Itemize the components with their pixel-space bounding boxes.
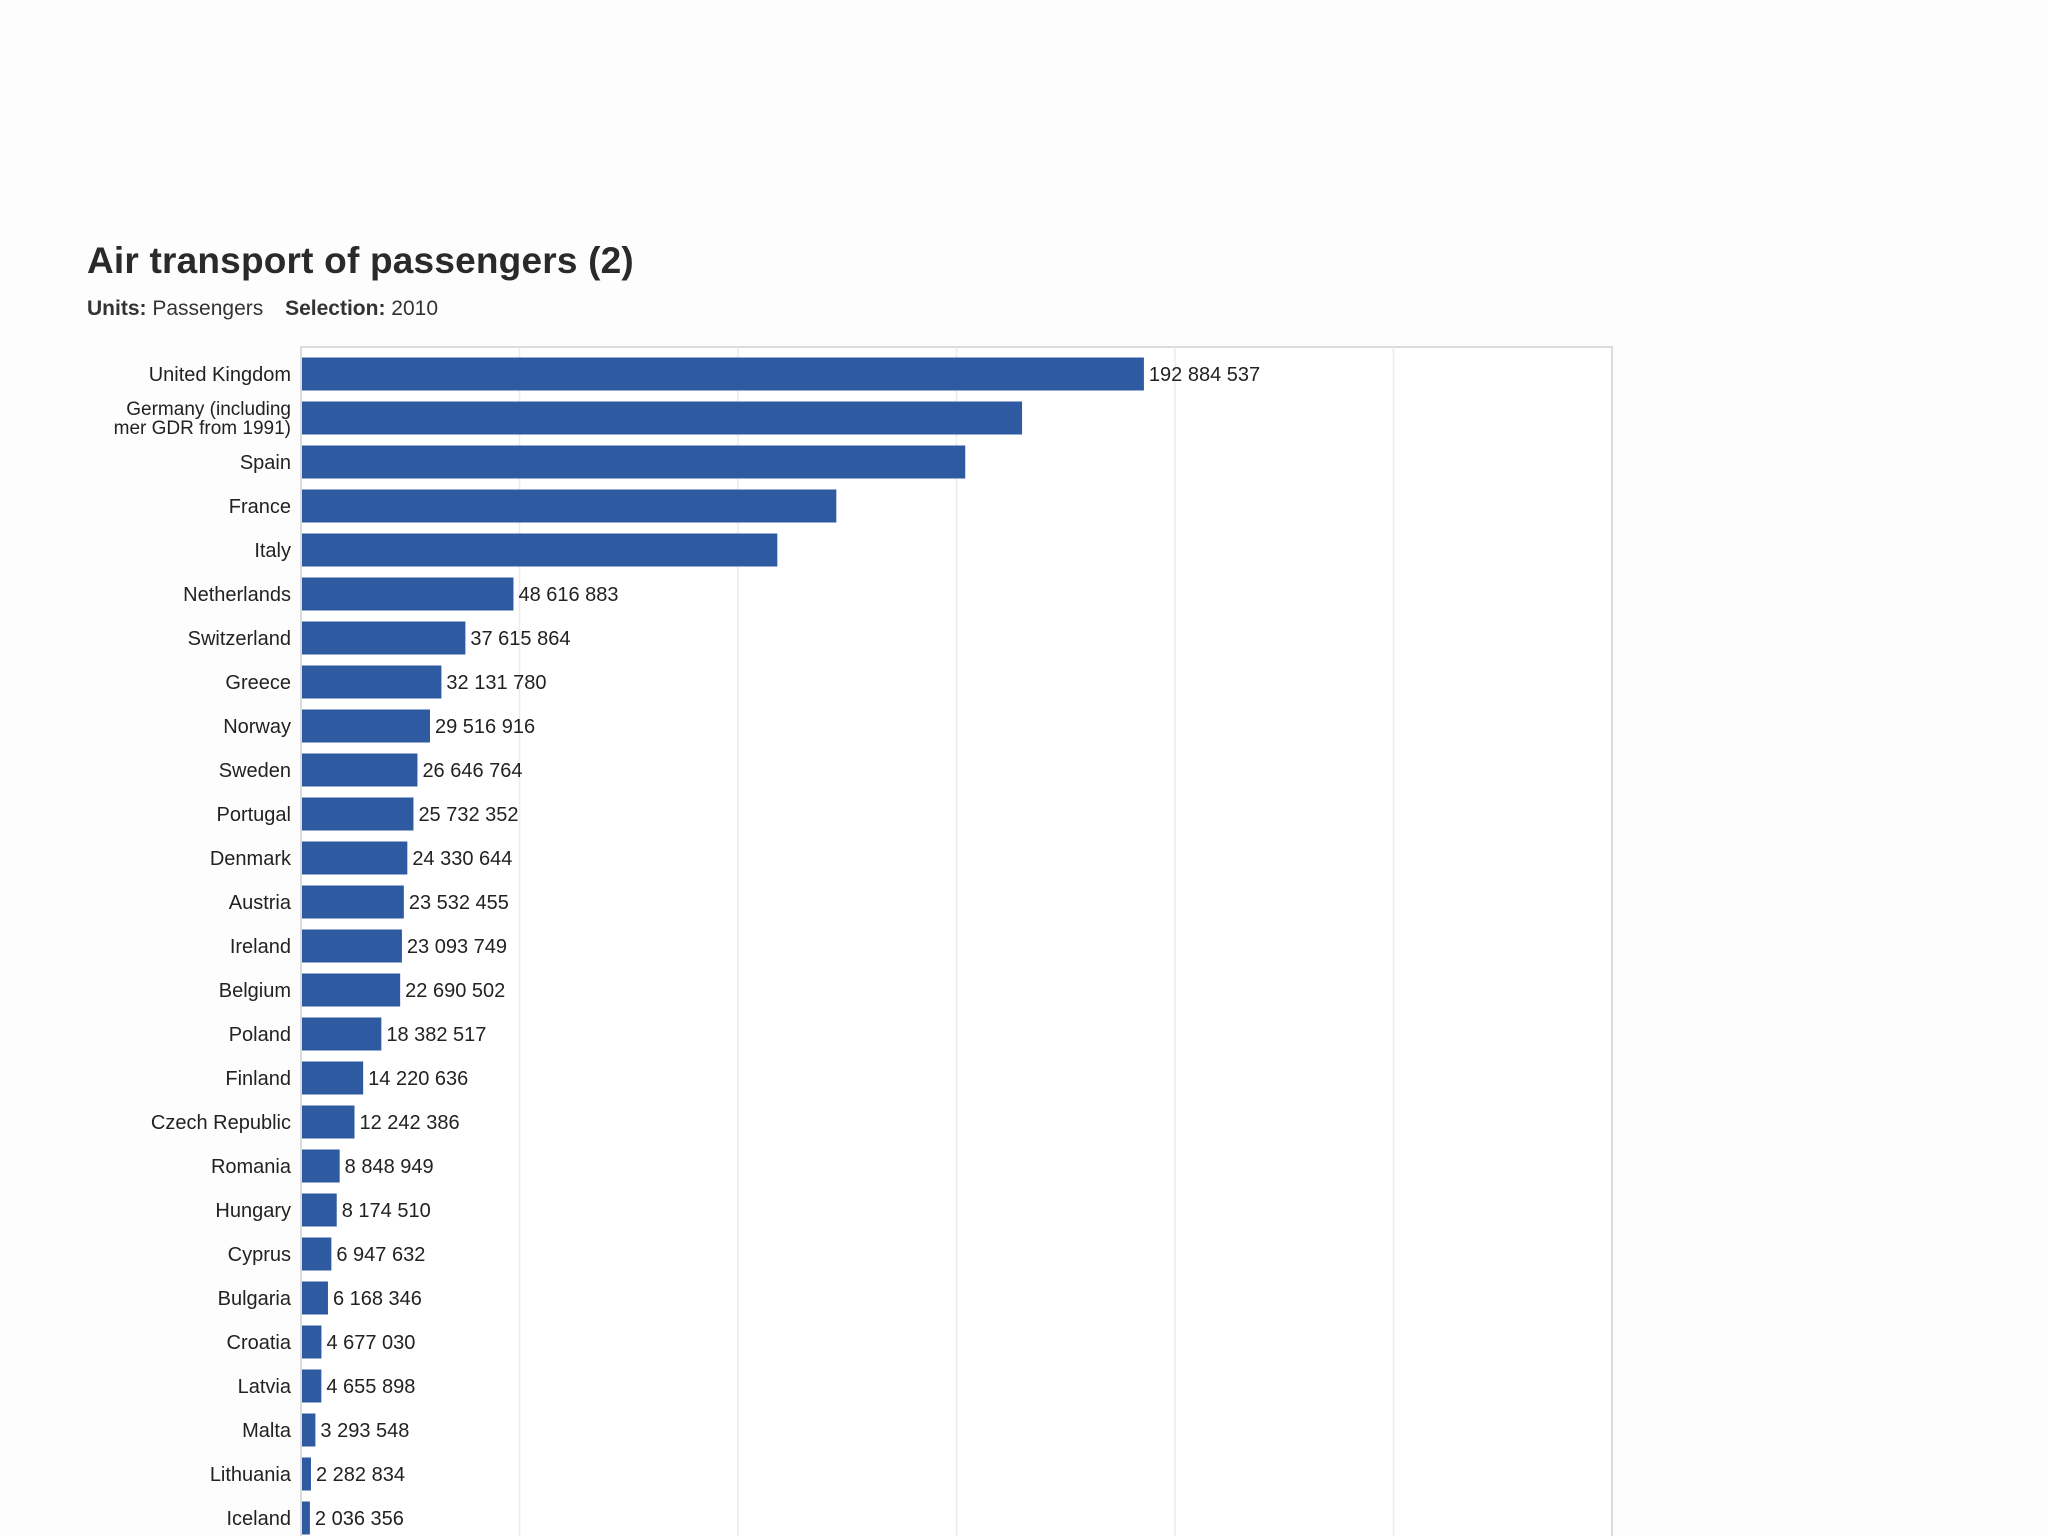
category-label: France xyxy=(229,496,291,518)
bar[interactable] xyxy=(302,489,837,523)
category-label: Cyprus xyxy=(228,1244,291,1266)
category-label: Sweden xyxy=(219,760,291,782)
value-label: 22 690 502 xyxy=(405,980,505,1002)
selection-value: 2010 xyxy=(391,297,439,320)
chart-subtitle: Units: Passengers Selection: 2010 xyxy=(87,297,438,321)
bar[interactable] xyxy=(302,1413,316,1447)
bar[interactable] xyxy=(302,1105,355,1139)
value-label: 12 242 386 xyxy=(359,1112,459,1134)
value-label: 2 282 834 xyxy=(316,1464,405,1486)
category-label: Ireland xyxy=(230,936,291,958)
category-label: Portugal xyxy=(217,804,292,826)
bar[interactable] xyxy=(302,1325,322,1359)
category-label: Romania xyxy=(211,1156,292,1178)
category-label: Switzerland xyxy=(188,628,291,650)
category-label: Austria xyxy=(229,892,292,914)
category-label: Czech Republic xyxy=(151,1112,291,1134)
bar[interactable] xyxy=(302,665,442,699)
bar[interactable] xyxy=(302,445,966,479)
value-label: 48 616 883 xyxy=(518,584,618,606)
value-label: 4 677 030 xyxy=(326,1332,415,1354)
bar[interactable] xyxy=(302,533,778,567)
category-label: United Kingdom xyxy=(149,364,291,386)
category-label: Belgium xyxy=(219,980,291,1002)
bar[interactable] xyxy=(302,357,1144,391)
bar[interactable] xyxy=(302,1281,328,1315)
value-label: 6 947 632 xyxy=(336,1244,425,1266)
category-label: Greece xyxy=(225,672,291,694)
value-label: 192 884 537 xyxy=(1149,364,1260,386)
value-label: 3 293 548 xyxy=(320,1420,409,1442)
bar[interactable] xyxy=(302,401,1023,435)
bar[interactable] xyxy=(302,885,404,919)
category-label: Croatia xyxy=(227,1332,292,1354)
category-label: Finland xyxy=(225,1068,291,1090)
bar[interactable] xyxy=(302,1193,337,1227)
bar[interactable] xyxy=(302,1369,322,1403)
bar[interactable] xyxy=(302,1149,340,1183)
category-label: Denmark xyxy=(210,848,292,870)
bar[interactable] xyxy=(302,753,418,787)
category-label: Germany (including mer GDR from 1991) xyxy=(114,399,291,439)
value-label: 26 646 764 xyxy=(422,760,522,782)
category-label: Bulgaria xyxy=(218,1288,292,1310)
bar[interactable] xyxy=(302,841,408,875)
value-label: 24 330 644 xyxy=(412,848,512,870)
bar[interactable] xyxy=(302,973,401,1007)
category-label: Latvia xyxy=(238,1376,292,1398)
value-label: 25 732 352 xyxy=(418,804,518,826)
selection-label: Selection: xyxy=(285,297,386,320)
units-value: Passengers xyxy=(152,297,264,320)
bar[interactable] xyxy=(302,1457,311,1491)
value-label: 32 131 780 xyxy=(446,672,546,694)
category-label: Malta xyxy=(242,1420,292,1442)
bar[interactable] xyxy=(302,1017,382,1051)
category-label: Italy xyxy=(254,540,291,562)
value-label: 8 848 949 xyxy=(345,1156,434,1178)
category-label: Iceland xyxy=(227,1508,292,1530)
bar[interactable] xyxy=(302,1061,364,1095)
category-label: Hungary xyxy=(215,1200,291,1222)
category-label: Lithuania xyxy=(210,1464,292,1486)
value-label: 18 382 517 xyxy=(386,1024,486,1046)
category-label: Poland xyxy=(229,1024,291,1046)
chart-title: Air transport of passengers (2) xyxy=(87,240,634,281)
value-label: 2 036 356 xyxy=(315,1508,404,1530)
value-label: 14 220 636 xyxy=(368,1068,468,1090)
value-label: 29 516 916 xyxy=(435,716,535,738)
category-label: Spain xyxy=(240,452,291,474)
bar[interactable] xyxy=(302,621,466,655)
units-label: Units: xyxy=(87,297,147,320)
bar[interactable] xyxy=(302,577,514,611)
value-label: 23 532 455 xyxy=(409,892,509,914)
bar[interactable] xyxy=(302,1501,310,1535)
value-label: 8 174 510 xyxy=(342,1200,431,1222)
bar[interactable] xyxy=(302,797,414,831)
category-label: Norway xyxy=(223,716,291,738)
value-label: 6 168 346 xyxy=(333,1288,422,1310)
value-label: 4 655 898 xyxy=(326,1376,415,1398)
bar[interactable] xyxy=(302,709,430,743)
bar[interactable] xyxy=(302,1237,332,1271)
value-label: 23 093 749 xyxy=(407,936,507,958)
bar[interactable] xyxy=(302,929,402,963)
category-label: Netherlands xyxy=(183,584,291,606)
value-label: 37 615 864 xyxy=(470,628,570,650)
